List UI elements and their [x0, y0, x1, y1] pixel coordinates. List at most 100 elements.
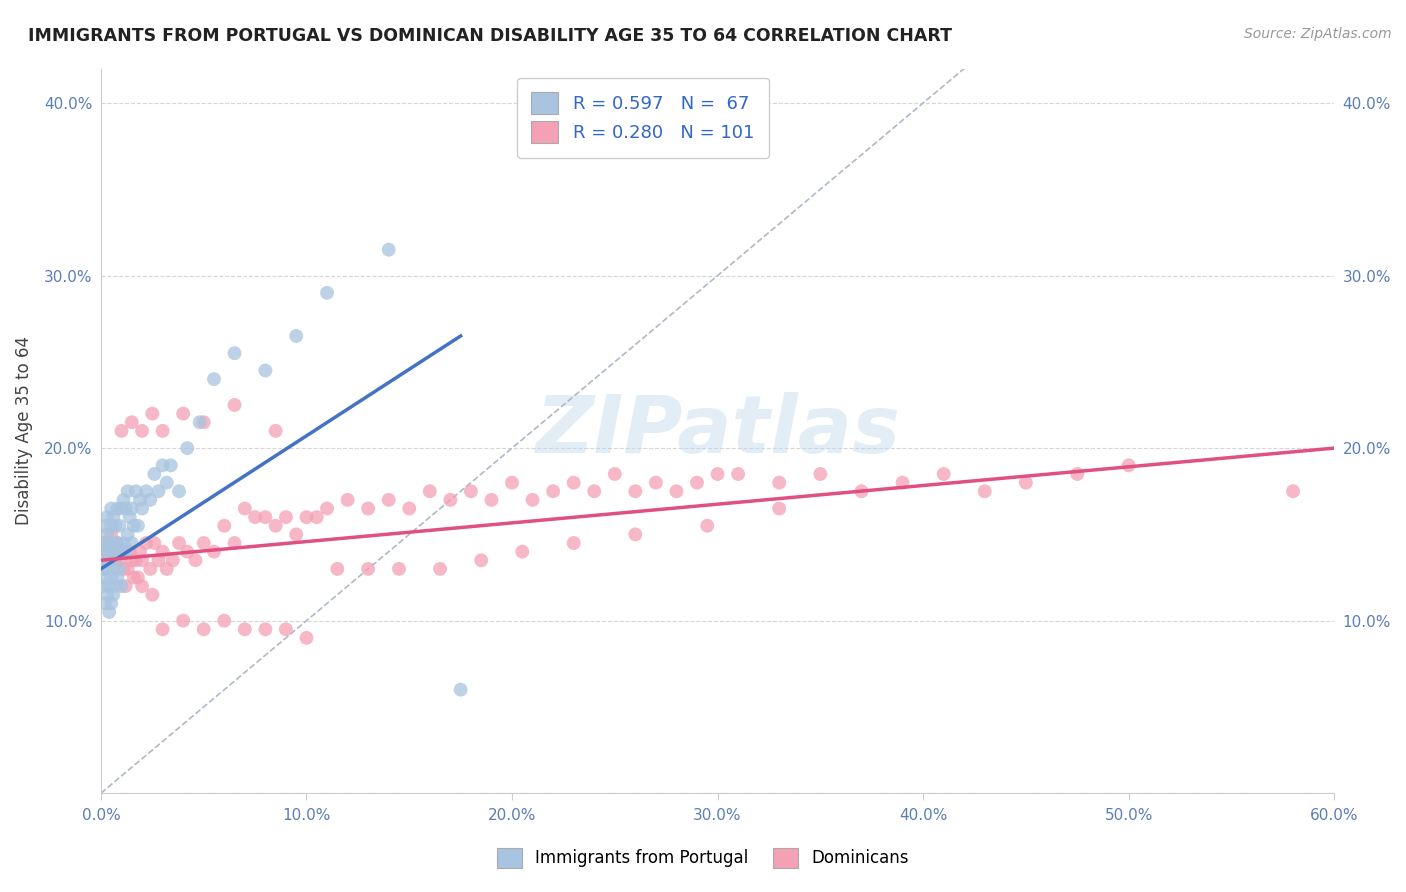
Point: [295, 631, 318, 645]
Point: [122, 570, 145, 584]
Point: [104, 544, 127, 558]
Point: [96, 544, 118, 558]
Point: [624, 527, 647, 541]
Point: [110, 501, 132, 516]
Point: [233, 622, 256, 636]
Point: [603, 467, 626, 481]
Point: [768, 475, 790, 490]
Point: [114, 501, 136, 516]
Point: [176, 544, 198, 558]
Point: [143, 536, 166, 550]
Point: [274, 510, 297, 524]
Point: [156, 475, 179, 490]
Point: [131, 424, 153, 438]
Point: [141, 588, 163, 602]
Point: [388, 562, 411, 576]
Point: [103, 536, 125, 550]
Point: [336, 492, 359, 507]
Point: [357, 501, 380, 516]
Point: [94, 570, 117, 584]
Point: [184, 553, 207, 567]
Point: [127, 518, 149, 533]
Point: [891, 475, 914, 490]
Point: [727, 467, 749, 481]
Point: [91, 536, 114, 550]
Point: [696, 518, 718, 533]
Point: [202, 544, 225, 558]
Point: [522, 492, 544, 507]
Point: [562, 475, 585, 490]
Point: [139, 492, 162, 507]
Point: [1282, 484, 1305, 499]
Point: [285, 527, 308, 541]
Point: [114, 544, 136, 558]
Point: [105, 501, 128, 516]
Point: [1015, 475, 1038, 490]
Point: [224, 398, 246, 412]
Point: [167, 536, 190, 550]
Point: [103, 562, 125, 576]
Point: [398, 501, 420, 516]
Point: [808, 467, 831, 481]
Point: [98, 536, 121, 550]
Point: [214, 614, 236, 628]
Point: [117, 484, 139, 499]
Point: [439, 492, 461, 507]
Point: [152, 622, 174, 636]
Point: [94, 536, 117, 550]
Point: [152, 424, 174, 438]
Point: [98, 579, 121, 593]
Point: [274, 622, 297, 636]
Point: [131, 501, 153, 516]
Point: [159, 458, 181, 473]
Point: [152, 544, 174, 558]
Point: [103, 588, 125, 602]
Point: [135, 536, 157, 550]
Point: [96, 562, 118, 576]
Point: [104, 579, 127, 593]
Point: [377, 492, 399, 507]
Point: [172, 614, 194, 628]
Point: [108, 553, 131, 567]
Point: [481, 492, 503, 507]
Point: [233, 501, 256, 516]
Point: [108, 562, 131, 576]
Point: [193, 622, 215, 636]
Point: [224, 346, 246, 360]
Point: [172, 407, 194, 421]
Point: [100, 596, 122, 610]
Point: [110, 544, 132, 558]
Point: [122, 518, 145, 533]
Point: [501, 475, 523, 490]
Point: [100, 527, 122, 541]
Point: [176, 441, 198, 455]
Point: [152, 458, 174, 473]
Point: [135, 484, 157, 499]
Point: [254, 510, 277, 524]
Point: [167, 484, 190, 499]
Point: [94, 518, 117, 533]
Point: [316, 285, 339, 300]
Point: [326, 562, 349, 576]
Point: [316, 501, 339, 516]
Point: [96, 527, 118, 541]
Point: [121, 553, 143, 567]
Point: [129, 492, 152, 507]
Point: [243, 510, 266, 524]
Point: [264, 424, 287, 438]
Point: [105, 570, 128, 584]
Point: [1066, 467, 1088, 481]
Point: [1118, 458, 1140, 473]
Point: [110, 579, 132, 593]
Point: [624, 484, 647, 499]
Text: Source: ZipAtlas.com: Source: ZipAtlas.com: [1244, 27, 1392, 41]
Point: [450, 682, 472, 697]
Point: [429, 562, 451, 576]
Point: [103, 544, 125, 558]
Point: [112, 536, 135, 550]
Point: [541, 484, 564, 499]
Point: [202, 372, 225, 386]
Point: [105, 536, 128, 550]
Point: [264, 518, 287, 533]
Legend: R = 0.597   N =  67, R = 0.280   N = 101: R = 0.597 N = 67, R = 0.280 N = 101: [517, 78, 769, 158]
